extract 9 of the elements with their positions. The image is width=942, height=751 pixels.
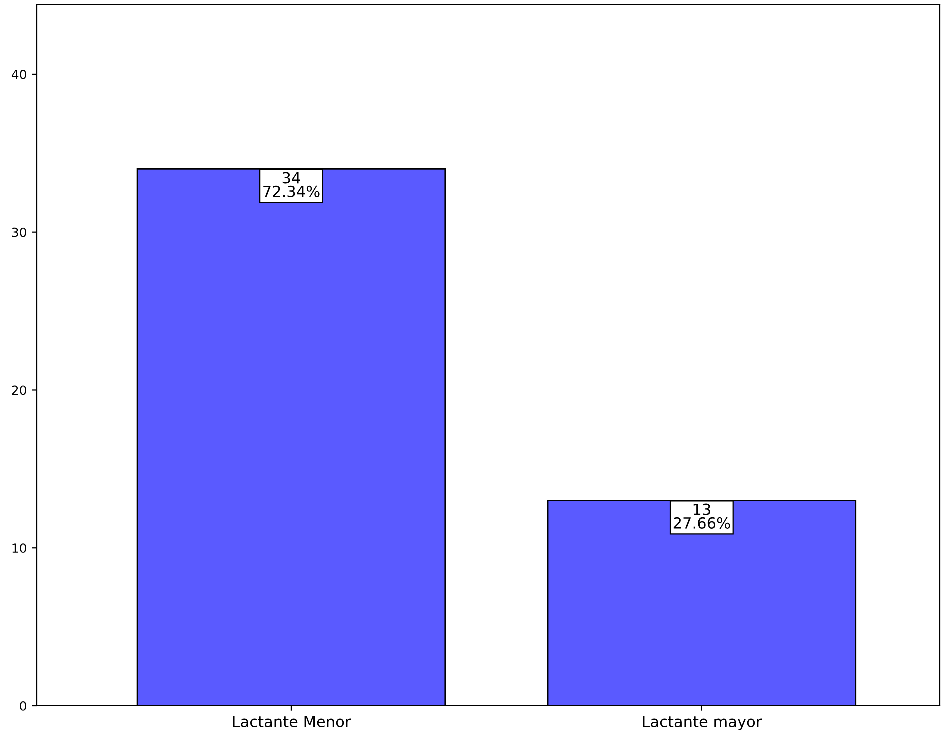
x-tick-label: Lactante mayor [643,716,762,731]
x-tick-label: Lactante Menor [233,716,352,728]
y-tick-label: 10 [12,544,26,554]
y-tick-label: 20 [12,386,26,396]
y-tick-label: 0 [20,701,26,711]
y-tick-label: 30 [12,228,26,238]
data-label: 34 72.34% [264,172,320,198]
y-tick-label: 40 [12,70,26,80]
data-label: 13 27.66% [674,504,730,529]
